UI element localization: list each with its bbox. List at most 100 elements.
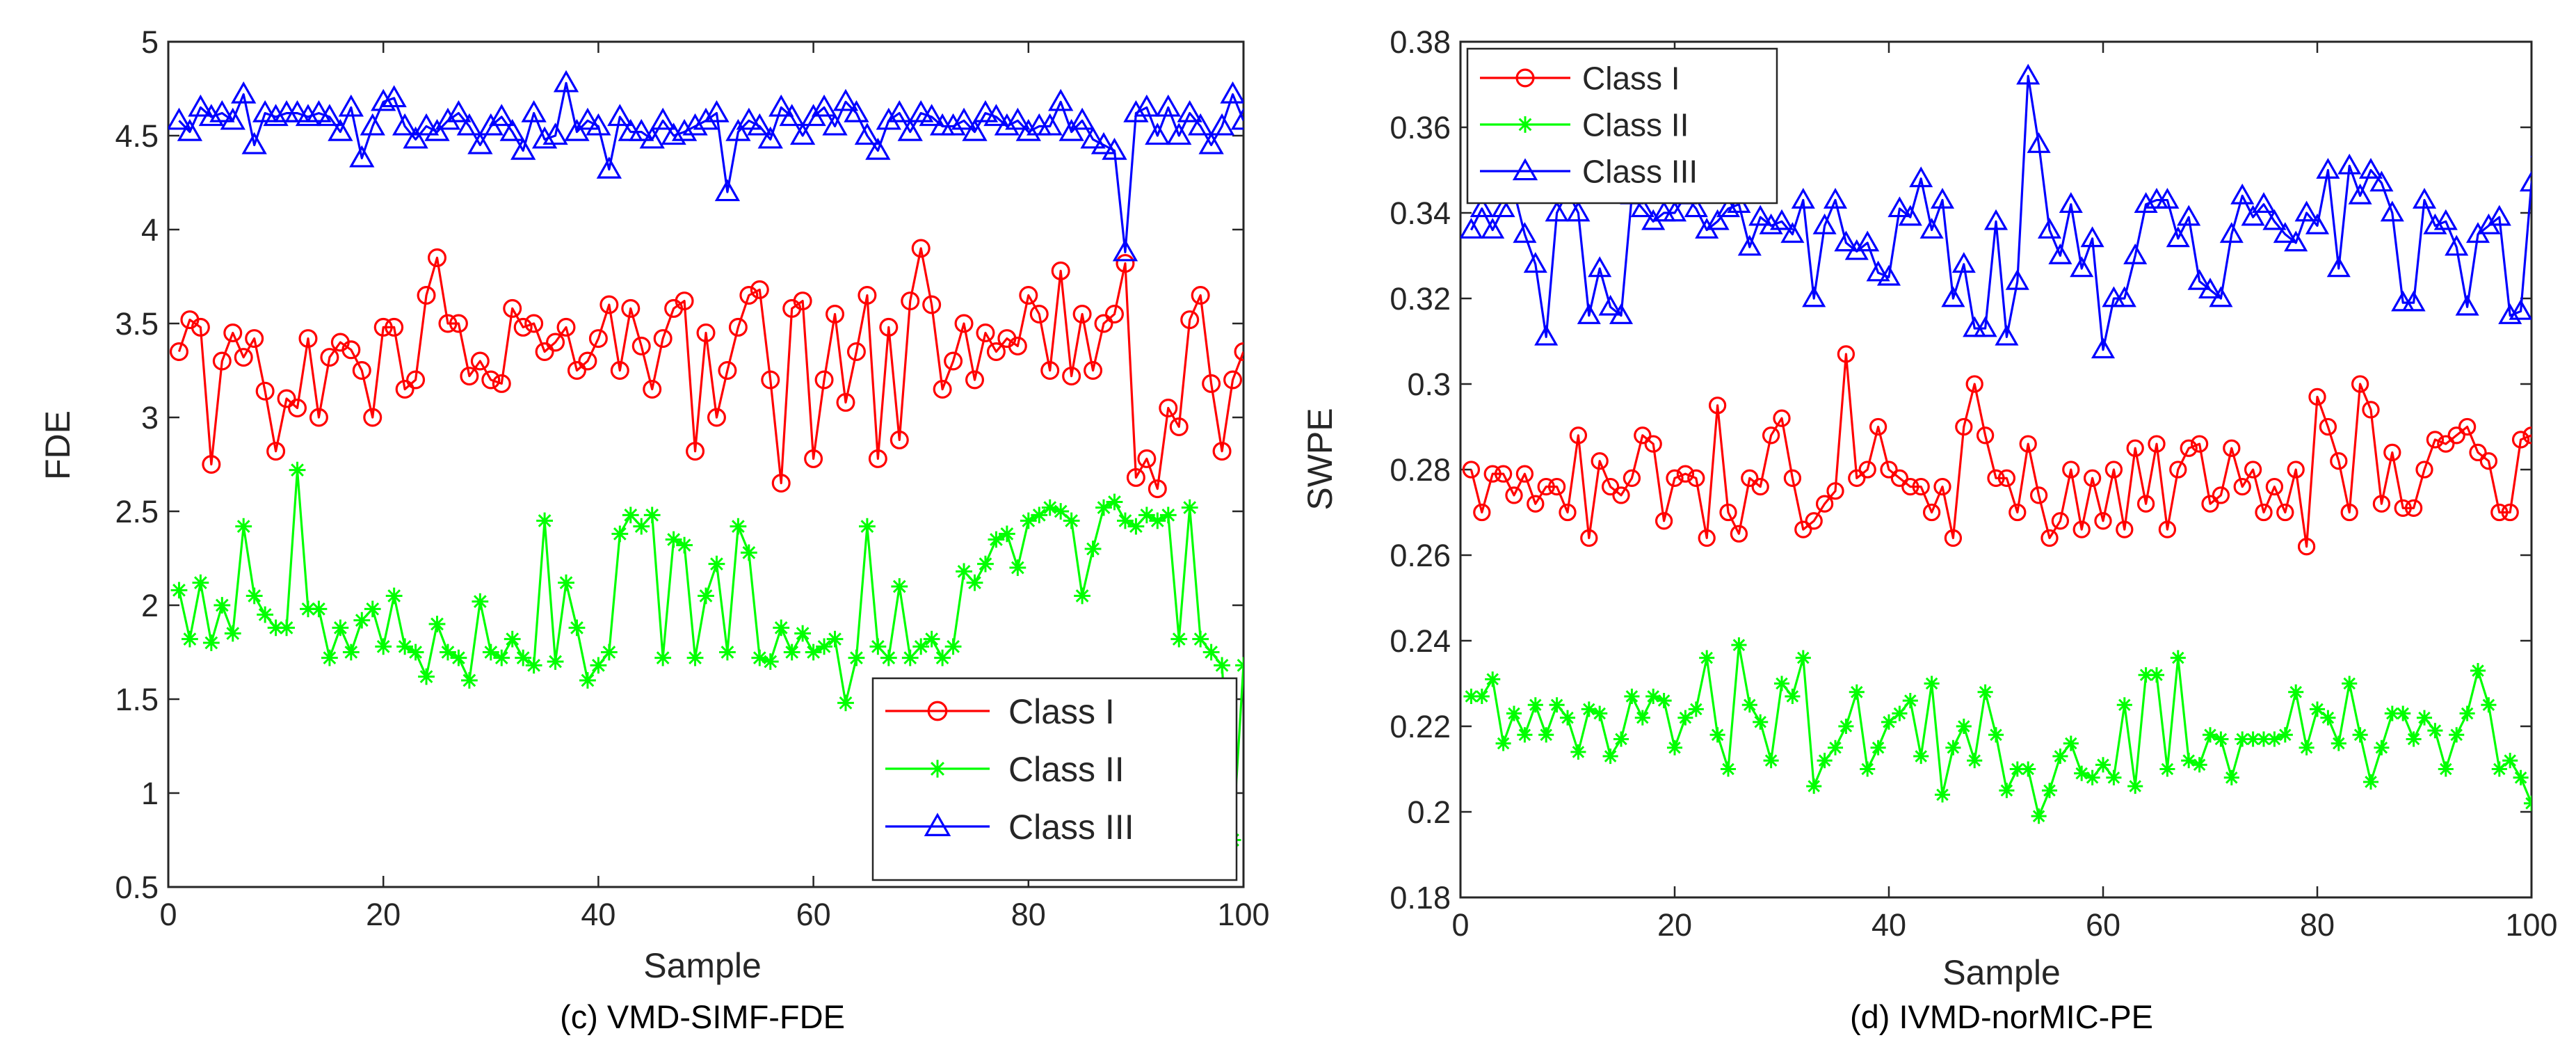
chart-c-class-iii-point — [779, 104, 805, 127]
chart-d-class-iii-point — [1460, 218, 1483, 239]
chart-d-class-i-point — [1473, 503, 1491, 522]
chart-d-class-ii-point — [2031, 808, 2047, 824]
chart-d-class-ii-point — [2138, 667, 2154, 683]
chart-c-class-i-point — [868, 449, 887, 468]
chart-d-class-iii-point — [1802, 286, 1826, 307]
chart-d-class-ii-point — [2288, 684, 2304, 700]
chart-c-class-i-point — [1148, 479, 1167, 499]
chart-c-class-ii-point — [1041, 499, 1058, 516]
chart-c-class-i-point — [1116, 254, 1135, 273]
chart-d-class-iii-point — [2455, 294, 2479, 316]
chart-d-class-ii-point — [1731, 637, 1747, 653]
chart-c-class-i-point — [610, 360, 629, 380]
chart-c-class-i-point — [1223, 370, 1243, 390]
chart-d-class-ii-point — [2491, 761, 2507, 777]
chart-d-class-iii-point — [2155, 188, 2180, 209]
chart-c-xlabel: Sample — [643, 946, 762, 985]
chart-c-class-i-point — [266, 442, 286, 461]
chart-c-class-i-point — [1040, 360, 1060, 380]
chart-d-class-iii-point — [1941, 286, 1965, 307]
chart-c-class-iii-point — [1177, 99, 1202, 122]
chart-c-class-i-point — [202, 454, 221, 474]
chart-d-class-iii-point — [2412, 188, 2437, 209]
chart-d-class-i-point — [1676, 465, 1695, 483]
chart-c-class-ii-point — [708, 555, 725, 573]
chart-d-class-ii-point — [1753, 714, 1769, 730]
chart-d-class-ii-point — [2470, 663, 2486, 679]
chart-d-class-i-point — [2522, 426, 2531, 445]
chart-c-class-iii-point — [1188, 113, 1214, 136]
chart-c-class-i-point — [846, 342, 866, 362]
chart-c-class-i-point — [1029, 305, 1049, 324]
chart-d-class-i-point — [2148, 435, 2166, 453]
chart-c-class-ii-point — [956, 563, 972, 580]
chart-c-class-iii-point — [306, 99, 332, 122]
chart-d-class-i-point — [1805, 512, 1823, 530]
chart-d-class-ii-point — [2459, 705, 2475, 721]
chart-c-ytick-label: 4 — [141, 212, 159, 248]
chart-d-class-iii-point — [2209, 286, 2233, 307]
chart-d-class-iii-point — [2070, 256, 2094, 278]
chart-d-class-ii-point — [2406, 731, 2422, 747]
chart-c-class-iii-point — [381, 85, 407, 108]
chart-c-class-ii-point — [1095, 499, 1112, 516]
chart-d-class-iii-point — [2134, 192, 2158, 214]
chart-c-class-ii-point — [1149, 512, 1166, 529]
chart-d-class-ii-point — [2245, 731, 2261, 747]
chart-c-class-i-point — [728, 317, 748, 337]
chart-c-class-iii-point — [1080, 126, 1106, 149]
chart-c-class-i-point — [1008, 336, 1027, 355]
chart-c-class-ii-point — [267, 619, 284, 637]
chart-d-class-iii-point — [2166, 226, 2190, 248]
chart-d-class-iii-point — [2369, 170, 2394, 192]
chart-c-class-iii-point — [1037, 113, 1063, 136]
chart-d-class-iii-point — [1951, 252, 1976, 273]
chart-d-class-i-point — [2126, 439, 2144, 457]
chart-c-class-iii-point — [263, 104, 289, 127]
chart-c-ylabel: FDE — [38, 410, 77, 480]
chart-c-class-iii-point — [316, 104, 343, 127]
chart-d-class-ii-point — [2074, 765, 2090, 781]
chart-c-class-i-point — [277, 389, 296, 408]
chart-c-class-ii-point — [805, 644, 822, 661]
chart-d-xlabel: Sample — [1942, 953, 2061, 992]
chart-c-class-i-point — [373, 317, 393, 337]
chart-d-class-i-point — [1515, 465, 1534, 483]
chart-d-class-ii-point — [1506, 705, 1522, 721]
chart-c-class-i-point — [245, 329, 264, 349]
chart-d-class-i-point — [1623, 469, 1641, 487]
chart-d-class-i-point — [2330, 452, 2348, 470]
chart-d-class-ii-point — [2352, 727, 2368, 743]
chart-d-class-i-point — [1880, 461, 1898, 479]
chart-d-xtick-label: 0 — [1451, 907, 1469, 943]
chart-c-class-iii-point — [747, 113, 773, 136]
chart-d-class-ii-point — [2374, 740, 2390, 756]
chart-d-class-ii-point — [2106, 769, 2122, 785]
chart-d-class-iii-point — [1812, 213, 1837, 234]
chart-d-class-ii-point — [1463, 688, 1479, 704]
chart-c-class-i-point — [954, 314, 974, 333]
chart-c-class-ii-point — [1020, 512, 1037, 529]
chart-d-class-iii-point — [1866, 260, 1890, 282]
chart-d-class-i-point — [2469, 443, 2487, 462]
chart-d-class-ii-point — [1741, 697, 1757, 713]
chart-c-class-iii-point — [564, 118, 590, 141]
chart-c-class-ii-point — [837, 694, 854, 712]
chart-d-class-ii-point — [1645, 688, 1661, 704]
chart-d-class-ii-point — [1870, 740, 1886, 756]
chart-c-class-ii-point — [773, 619, 790, 637]
chart-d-class-iii-point — [2380, 200, 2404, 222]
chart-c-class-ii-point — [1127, 518, 1145, 535]
chart-d-class-ii-point — [1592, 705, 1608, 721]
chart-c-class-iii-point — [435, 107, 461, 130]
chart-c-class-ii-point — [826, 630, 844, 648]
chart-d-class-ii-point — [1624, 688, 1640, 704]
chart-d-class-ii-point — [1860, 761, 1876, 777]
chart-c-class-ii-point — [235, 518, 252, 535]
chart-c-class-ii-point — [816, 638, 832, 655]
chart-c-class-iii-point — [1230, 107, 1243, 130]
chart-d-class-i-point — [2404, 499, 2423, 517]
chart-c-class-ii-point — [1009, 559, 1027, 576]
chart-d-class-ii-point — [1913, 749, 1929, 765]
chart-c-class-ii-point — [558, 574, 574, 591]
